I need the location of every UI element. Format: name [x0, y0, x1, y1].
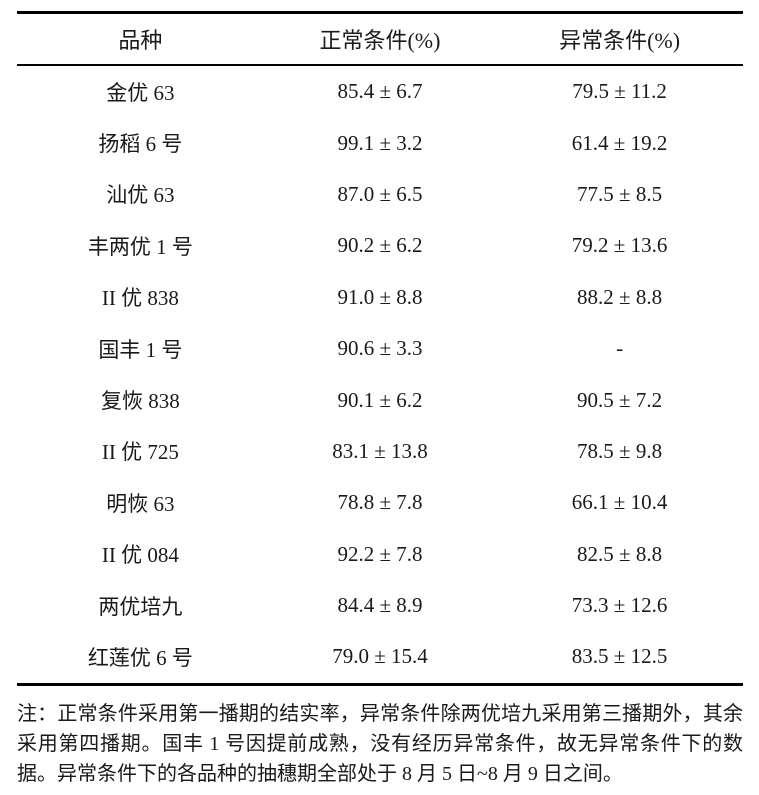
cell-normal: 90.2 ± 6.2 — [337, 233, 423, 258]
table-row: 红莲优 6 号 79.0 ± 15.4 83.5 ± 12.5 — [17, 631, 743, 684]
cell-normal: 85.4 ± 6.7 — [337, 79, 423, 104]
cell-abnormal: 77.5 ± 8.5 — [577, 181, 663, 206]
table-header: 品种 正常条件(%) 异常条件(%) — [17, 12, 743, 66]
table-row: II 优 084 92.2 ± 7.8 82.5 ± 8.8 — [17, 529, 743, 580]
table-body: 金优 63 85.4 ± 6.7 79.5 ± 11.2 扬稻 6 号 99.1… — [17, 65, 743, 684]
cell-variety: 明恢 63 — [106, 491, 175, 516]
table-row: 两优培九 84.4 ± 8.9 73.3 ± 12.6 — [17, 580, 743, 631]
cell-abnormal: 88.2 ± 8.8 — [577, 284, 663, 309]
table-row: 明恢 63 78.8 ± 7.8 66.1 ± 10.4 — [17, 477, 743, 528]
cell-variety: 汕优 63 — [106, 183, 175, 208]
cell-variety: 金优 63 — [106, 80, 175, 105]
cell-variety: 扬稻 6 号 — [98, 132, 183, 157]
cell-normal: 87.0 ± 6.5 — [337, 181, 423, 206]
table-row: 复恢 838 90.1 ± 6.2 90.5 ± 7.2 — [17, 374, 743, 425]
cell-variety: 国丰 1 号 — [98, 337, 183, 362]
cell-normal: 90.6 ± 3.3 — [337, 336, 423, 361]
table-row: 丰两优 1 号 90.2 ± 6.2 79.2 ± 13.6 — [17, 220, 743, 271]
table-row: 扬稻 6 号 99.1 ± 3.2 61.4 ± 19.2 — [17, 117, 743, 168]
cell-normal: 90.1 ± 6.2 — [337, 387, 423, 412]
cell-normal: 83.1 ± 13.8 — [332, 438, 428, 463]
cell-abnormal: 82.5 ± 8.8 — [577, 541, 663, 566]
header-abnormal: 异常条件(%) — [496, 12, 743, 66]
cell-variety: II 优 838 — [101, 286, 179, 311]
cell-abnormal: - — [616, 336, 624, 361]
header-variety: 品种 — [17, 12, 264, 66]
table-row: 国丰 1 号 90.6 ± 3.3 - — [17, 323, 743, 374]
cell-normal: 78.8 ± 7.8 — [337, 490, 423, 515]
cell-abnormal: 73.3 ± 12.6 — [571, 593, 668, 618]
cell-normal: 84.4 ± 8.9 — [337, 593, 423, 618]
header-row: 品种 正常条件(%) 异常条件(%) — [17, 12, 743, 66]
table-footnote: 注：正常条件采用第一播期的结实率，异常条件除两优培九采用第三播期外，其余采用第四… — [17, 702, 743, 785]
table-row: 汕优 63 87.0 ± 6.5 77.5 ± 8.5 — [17, 169, 743, 220]
cell-normal: 92.2 ± 7.8 — [337, 541, 423, 566]
cell-variety: 两优培九 — [98, 594, 183, 619]
cell-abnormal: 83.5 ± 12.5 — [571, 644, 668, 669]
cell-abnormal: 78.5 ± 9.8 — [577, 438, 663, 463]
cell-variety: II 优 725 — [101, 440, 179, 465]
cell-abnormal: 90.5 ± 7.2 — [577, 387, 663, 412]
cell-variety: 丰两优 1 号 — [87, 234, 193, 259]
cell-variety: 复恢 838 — [101, 389, 180, 414]
cell-abnormal: 79.2 ± 13.6 — [571, 233, 668, 258]
cell-variety: II 优 084 — [101, 543, 179, 568]
cell-normal: 91.0 ± 8.8 — [337, 284, 423, 309]
seed-setting-rate-table: 品种 正常条件(%) 异常条件(%) 金优 63 85.4 ± 6.7 79.5… — [17, 11, 743, 686]
table-row: II 优 725 83.1 ± 13.8 78.5 ± 9.8 — [17, 426, 743, 477]
cell-abnormal: 66.1 ± 10.4 — [571, 490, 668, 515]
cell-normal: 79.0 ± 15.4 — [332, 644, 428, 669]
header-normal: 正常条件(%) — [263, 12, 497, 66]
table-row: II 优 838 91.0 ± 8.8 88.2 ± 8.8 — [17, 272, 743, 323]
table-row: 金优 63 85.4 ± 6.7 79.5 ± 11.2 — [17, 65, 743, 117]
cell-variety: 红莲优 6 号 — [87, 645, 193, 670]
cell-normal: 99.1 ± 3.2 — [337, 130, 423, 155]
cell-abnormal: 61.4 ± 19.2 — [571, 130, 668, 155]
cell-abnormal: 79.5 ± 11.2 — [572, 79, 667, 104]
